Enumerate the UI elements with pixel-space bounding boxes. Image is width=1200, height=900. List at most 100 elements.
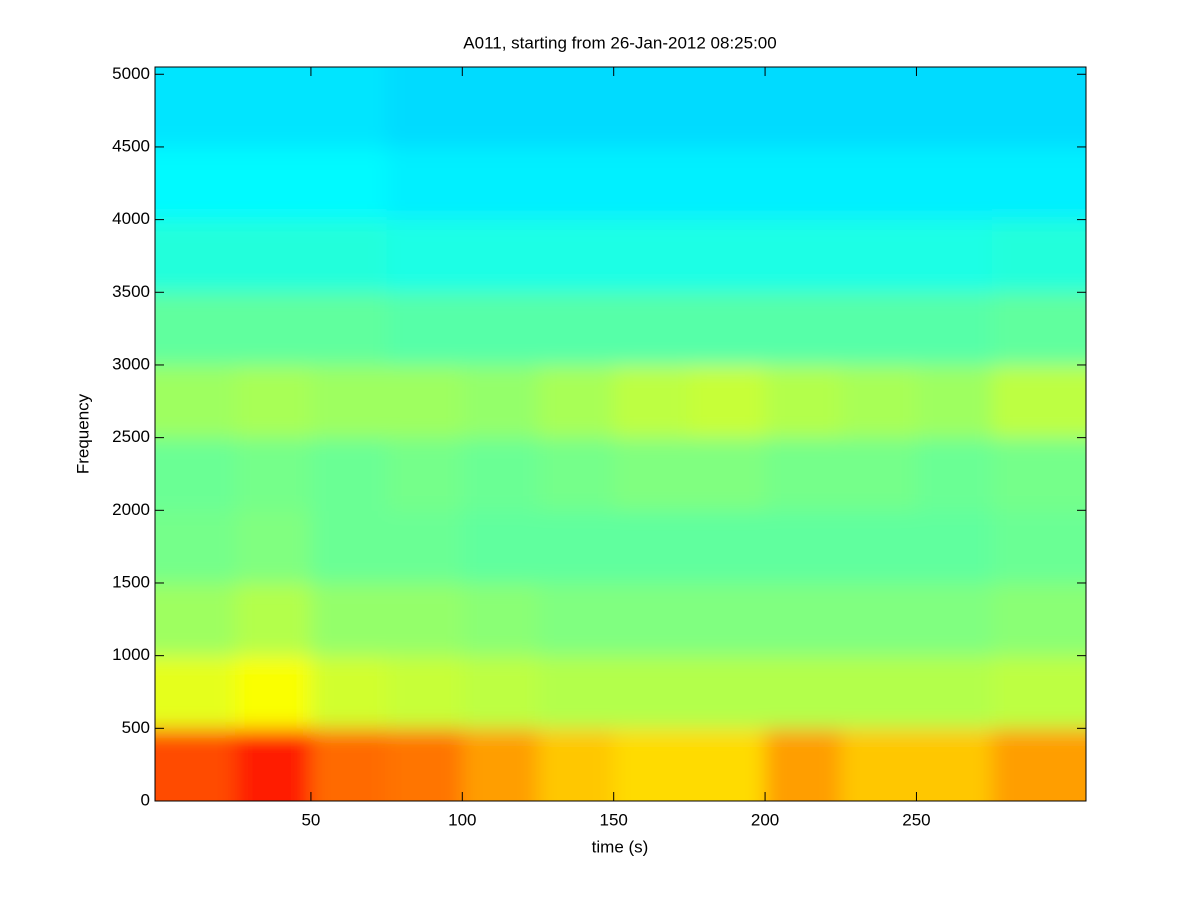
heatmap-cell: [462, 67, 539, 148]
heatmap-cell: [613, 728, 690, 801]
heatmap-cell: [613, 655, 690, 729]
heatmap-cell: [992, 437, 1086, 511]
heatmap-cell: [689, 437, 766, 511]
heatmap-cell: [462, 364, 539, 439]
y-tick-label: 0: [141, 790, 150, 809]
heatmap-cell: [386, 655, 463, 729]
y-tick-label: 5000: [112, 64, 150, 83]
heatmap-cell: [310, 146, 388, 221]
heatmap-cell: [840, 655, 917, 729]
heatmap-cell: [765, 510, 842, 584]
heatmap-cell: [235, 292, 312, 366]
y-tick-label: 2000: [112, 500, 150, 519]
heatmap-cell: [613, 67, 690, 148]
heatmap-cell: [386, 510, 463, 584]
y-tick-label: 2500: [112, 427, 150, 446]
heatmap-cell: [235, 728, 312, 801]
heatmap-cell: [916, 728, 993, 801]
heatmap-cell: [613, 146, 690, 221]
heatmap-cell: [155, 219, 236, 293]
heatmap-cell: [916, 219, 993, 293]
heatmap-cell: [992, 582, 1086, 657]
heatmap-cell: [235, 437, 312, 511]
chart-title: A011, starting from 26-Jan-2012 08:25:00: [463, 33, 776, 52]
heatmap-cell: [840, 582, 917, 657]
heatmap-cell: [537, 510, 615, 584]
heatmap-cell: [537, 146, 615, 221]
y-tick-label: 500: [122, 718, 150, 737]
heatmap-cell: [386, 728, 463, 801]
heatmap-cell: [840, 437, 917, 511]
heatmap-cell: [916, 582, 993, 657]
heatmap-cell: [765, 67, 842, 148]
heatmap-cell: [613, 292, 690, 366]
heatmap-cell: [462, 437, 539, 511]
heatmap-cell: [386, 364, 463, 439]
heatmap-cell: [155, 728, 236, 801]
y-axis-label: Frequency: [73, 393, 92, 474]
heatmap-cell: [613, 219, 690, 293]
heatmap-cell: [916, 437, 993, 511]
heatmap-cell: [765, 364, 842, 439]
y-tick-label: 4500: [112, 136, 150, 155]
x-tick-label: 50: [301, 810, 320, 829]
y-tick-label: 3500: [112, 282, 150, 301]
heatmap-cell: [537, 582, 615, 657]
heatmap-cell: [916, 510, 993, 584]
heatmap-cell: [462, 655, 539, 729]
x-tick-label: 200: [751, 810, 779, 829]
heatmap-cell: [310, 582, 388, 657]
heatmap-cell: [462, 510, 539, 584]
heatmap-cell: [537, 67, 615, 148]
heatmap-cell: [310, 728, 388, 801]
heatmap-cell: [386, 292, 463, 366]
heatmap-cell: [235, 219, 312, 293]
heatmap-cell: [840, 67, 917, 148]
heatmap-cell: [916, 67, 993, 148]
heatmap-cell: [462, 219, 539, 293]
heatmap-cell: [155, 437, 236, 511]
heatmap-cell: [689, 219, 766, 293]
heatmap: [155, 67, 1086, 801]
heatmap-cell: [689, 292, 766, 366]
heatmap-cell: [689, 146, 766, 221]
heatmap-cell: [992, 292, 1086, 366]
heatmap-cell: [310, 219, 388, 293]
heatmap-cell: [613, 582, 690, 657]
heatmap-cell: [462, 728, 539, 801]
x-tick-label: 150: [600, 810, 628, 829]
heatmap-cell: [992, 146, 1086, 221]
heatmap-cell: [386, 67, 463, 148]
heatmap-cell: [462, 582, 539, 657]
heatmap-cell: [310, 437, 388, 511]
heatmap-cell: [235, 582, 312, 657]
heatmap-cell: [386, 582, 463, 657]
x-tick-label: 100: [448, 810, 476, 829]
heatmap-cell: [765, 728, 842, 801]
heatmap-cell: [916, 292, 993, 366]
heatmap-cell: [916, 655, 993, 729]
heatmap-cell: [310, 655, 388, 729]
heatmap-cell: [765, 582, 842, 657]
heatmap-cell: [689, 510, 766, 584]
heatmap-cell: [916, 146, 993, 221]
heatmap-cell: [310, 510, 388, 584]
heatmap-cell: [765, 219, 842, 293]
heatmap-cell: [235, 146, 312, 221]
heatmap-cell: [765, 292, 842, 366]
heatmap-cell: [689, 728, 766, 801]
y-tick-label: 3000: [112, 354, 150, 373]
heatmap-cell: [155, 582, 236, 657]
heatmap-cell: [155, 146, 236, 221]
heatmap-cell: [840, 146, 917, 221]
heatmap-cell: [689, 655, 766, 729]
heatmap-cell: [386, 146, 463, 221]
heatmap-cell: [235, 67, 312, 148]
heatmap-cell: [310, 364, 388, 439]
heatmap-cell: [155, 292, 236, 366]
heatmap-cell: [840, 219, 917, 293]
heatmap-cell: [765, 146, 842, 221]
x-axis-label: time (s): [592, 837, 649, 856]
heatmap-cell: [235, 510, 312, 584]
